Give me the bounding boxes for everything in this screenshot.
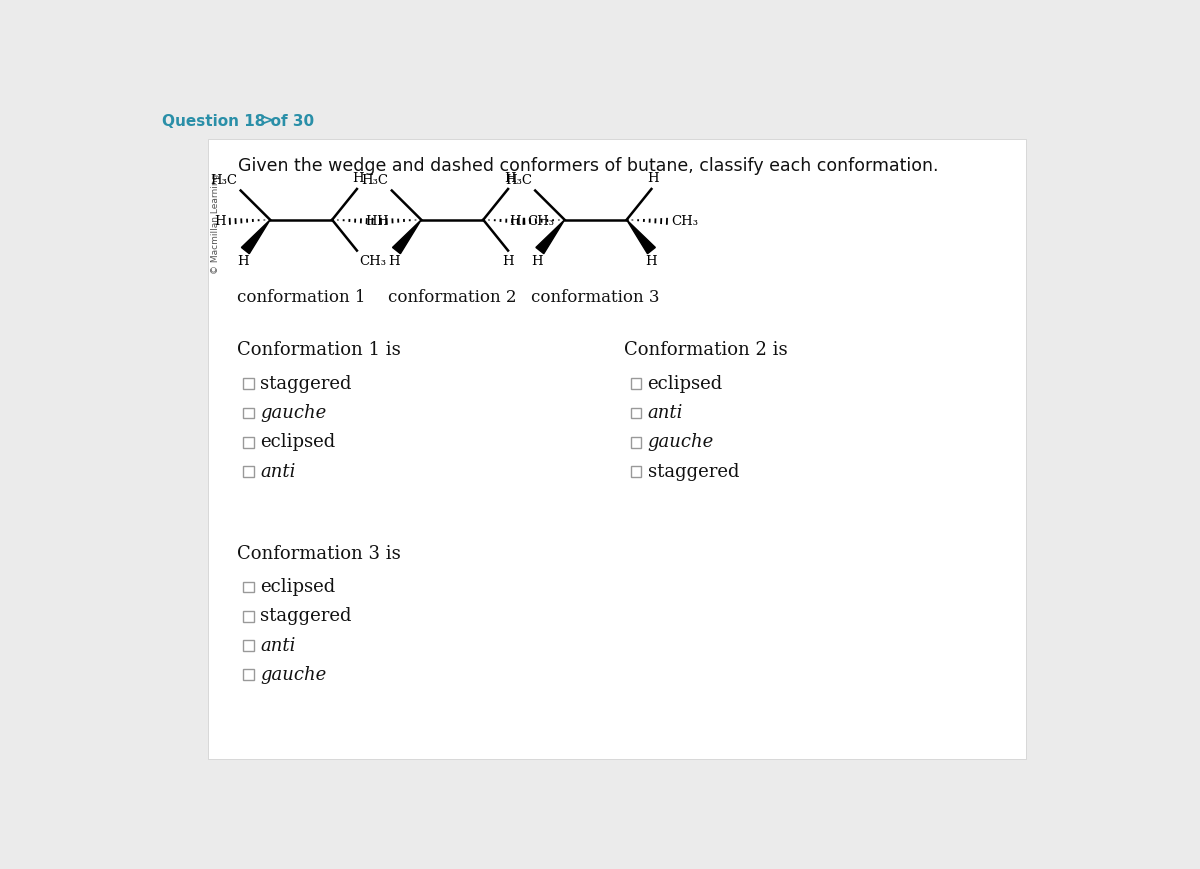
- Bar: [242, 408, 254, 419]
- Text: © Macmillan Learning: © Macmillan Learning: [211, 174, 220, 274]
- Bar: [630, 466, 641, 477]
- Text: H: H: [509, 215, 521, 228]
- Text: staggered: staggered: [260, 607, 352, 626]
- Text: Conformation 2 is: Conformation 2 is: [624, 342, 788, 360]
- Text: H: H: [215, 215, 226, 228]
- Text: gauche: gauche: [260, 404, 326, 422]
- Polygon shape: [241, 220, 270, 254]
- Text: anti: anti: [260, 462, 295, 481]
- Bar: [630, 378, 641, 389]
- Text: H: H: [377, 215, 388, 228]
- Text: conformation 1: conformation 1: [236, 289, 365, 306]
- Text: H: H: [532, 255, 544, 269]
- Text: staggered: staggered: [648, 462, 739, 481]
- Text: Given the wedge and dashed conformers of butane, classify each conformation.: Given the wedge and dashed conformers of…: [238, 156, 938, 175]
- Bar: [242, 640, 254, 651]
- Text: H₃C: H₃C: [505, 175, 532, 188]
- Text: eclipsed: eclipsed: [648, 375, 722, 393]
- Text: anti: anti: [648, 404, 683, 422]
- Text: H: H: [366, 215, 377, 228]
- Bar: [242, 437, 254, 448]
- Text: staggered: staggered: [260, 375, 352, 393]
- Bar: [242, 611, 254, 621]
- Text: Conformation 3 is: Conformation 3 is: [236, 545, 401, 563]
- Text: H: H: [647, 172, 659, 185]
- Text: CH₃: CH₃: [528, 215, 554, 228]
- Text: anti: anti: [260, 637, 295, 654]
- Text: H: H: [503, 255, 514, 269]
- Bar: [242, 466, 254, 477]
- Text: CH₃: CH₃: [671, 215, 698, 228]
- Polygon shape: [392, 220, 421, 254]
- Text: H: H: [353, 172, 365, 185]
- Text: CH₃: CH₃: [359, 255, 386, 269]
- Bar: [630, 408, 641, 419]
- Text: gauche: gauche: [648, 434, 714, 451]
- Text: H₃C: H₃C: [210, 175, 238, 188]
- Text: H: H: [646, 255, 658, 269]
- Text: conformation 3: conformation 3: [532, 289, 660, 306]
- Text: >: >: [260, 114, 274, 129]
- Text: conformation 2: conformation 2: [388, 289, 516, 306]
- Text: H: H: [389, 255, 400, 269]
- Text: gauche: gauche: [260, 666, 326, 684]
- Polygon shape: [626, 220, 655, 254]
- Text: eclipsed: eclipsed: [260, 578, 335, 596]
- Bar: [242, 669, 254, 680]
- Bar: [630, 437, 641, 448]
- Text: H₃C: H₃C: [361, 175, 389, 188]
- Bar: [242, 378, 254, 389]
- Text: H: H: [504, 172, 516, 185]
- Bar: [242, 581, 254, 593]
- Text: eclipsed: eclipsed: [260, 434, 335, 451]
- Polygon shape: [536, 220, 565, 254]
- Text: Conformation 1 is: Conformation 1 is: [236, 342, 401, 360]
- Text: Question 18 of 30: Question 18 of 30: [162, 114, 313, 129]
- Text: H: H: [238, 255, 248, 269]
- Bar: [208, 139, 1026, 759]
